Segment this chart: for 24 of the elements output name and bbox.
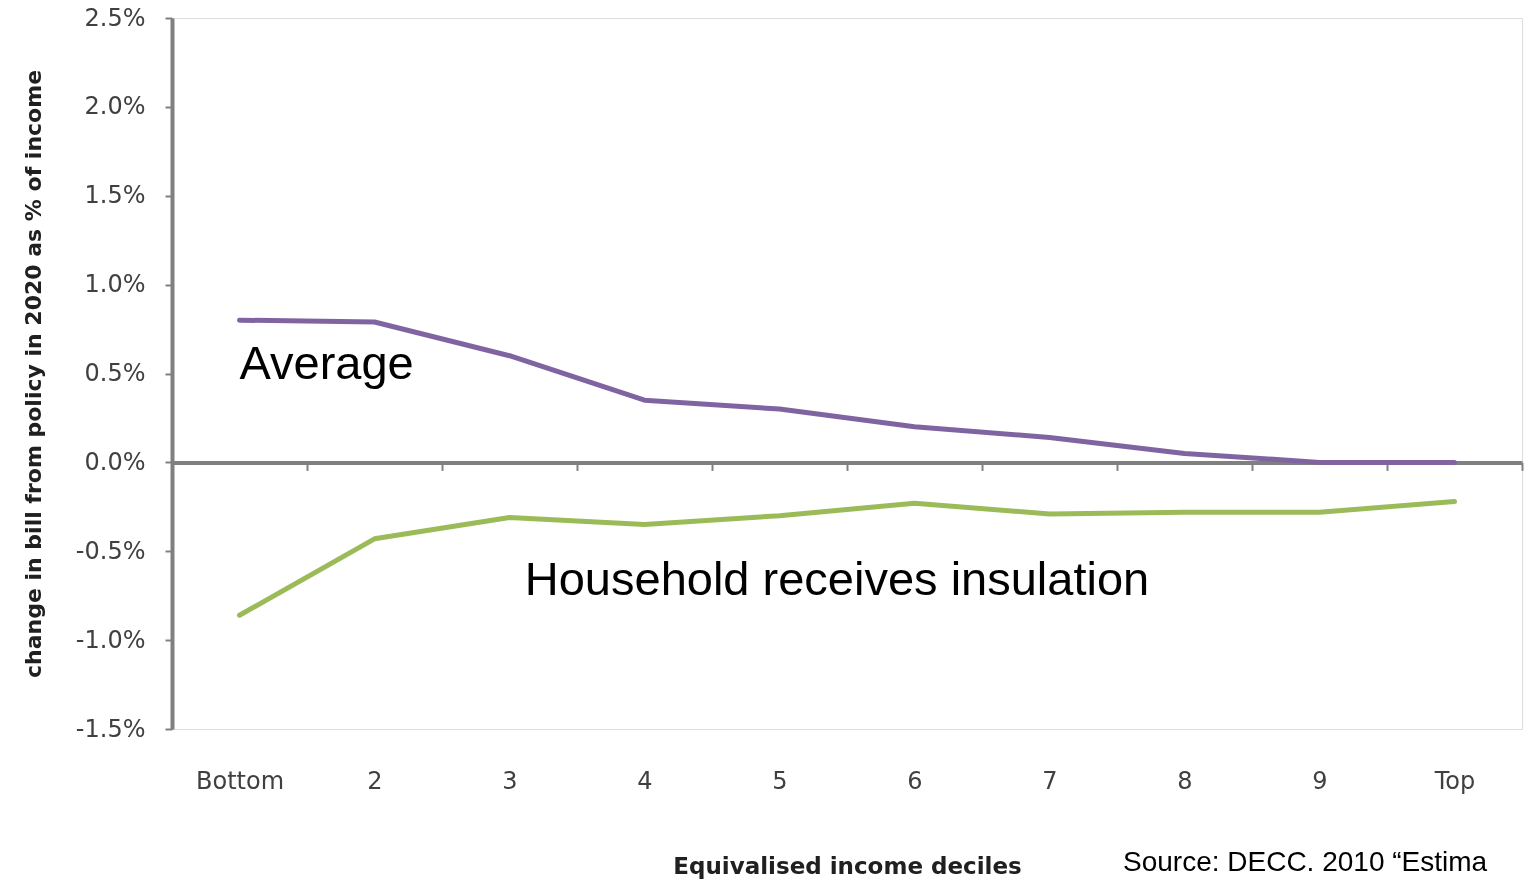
y-tick-label: 2.5% [84, 3, 146, 32]
y-tick-label: -1.0% [75, 625, 146, 654]
x-tick-label: 3 [502, 766, 518, 795]
y-tick-label: -1.5% [75, 714, 146, 743]
x-tick-label: 9 [1312, 766, 1328, 795]
x-tick-label: 6 [907, 766, 923, 795]
x-tick-label: 7 [1042, 766, 1058, 795]
x-axis-title: Equivalised income deciles [673, 852, 1022, 879]
source-note: Source: DECC. 2010 “Estima [1123, 846, 1488, 877]
y-axis-title: change in bill from policy in 2020 as % of income [20, 69, 46, 679]
x-tick-label: Top [1433, 766, 1476, 795]
y-tick-label: 0.5% [84, 359, 146, 387]
series-label: Household receives insulation [524, 552, 1150, 606]
x-tick-label: Bottom [195, 766, 285, 795]
x-tick-label: 4 [637, 766, 653, 795]
x-tick-label: 8 [1177, 766, 1193, 795]
x-tick-label: 2 [367, 766, 383, 795]
y-tick-label: 0.0% [84, 447, 146, 476]
y-tick-label: 1.0% [84, 270, 146, 299]
series-label: Average [239, 336, 414, 390]
x-tick-label: 5 [772, 766, 788, 795]
y-tick-label: 1.5% [84, 181, 146, 210]
y-tick-label: -0.5% [75, 536, 146, 565]
y-tick-label: 2.0% [84, 92, 146, 121]
